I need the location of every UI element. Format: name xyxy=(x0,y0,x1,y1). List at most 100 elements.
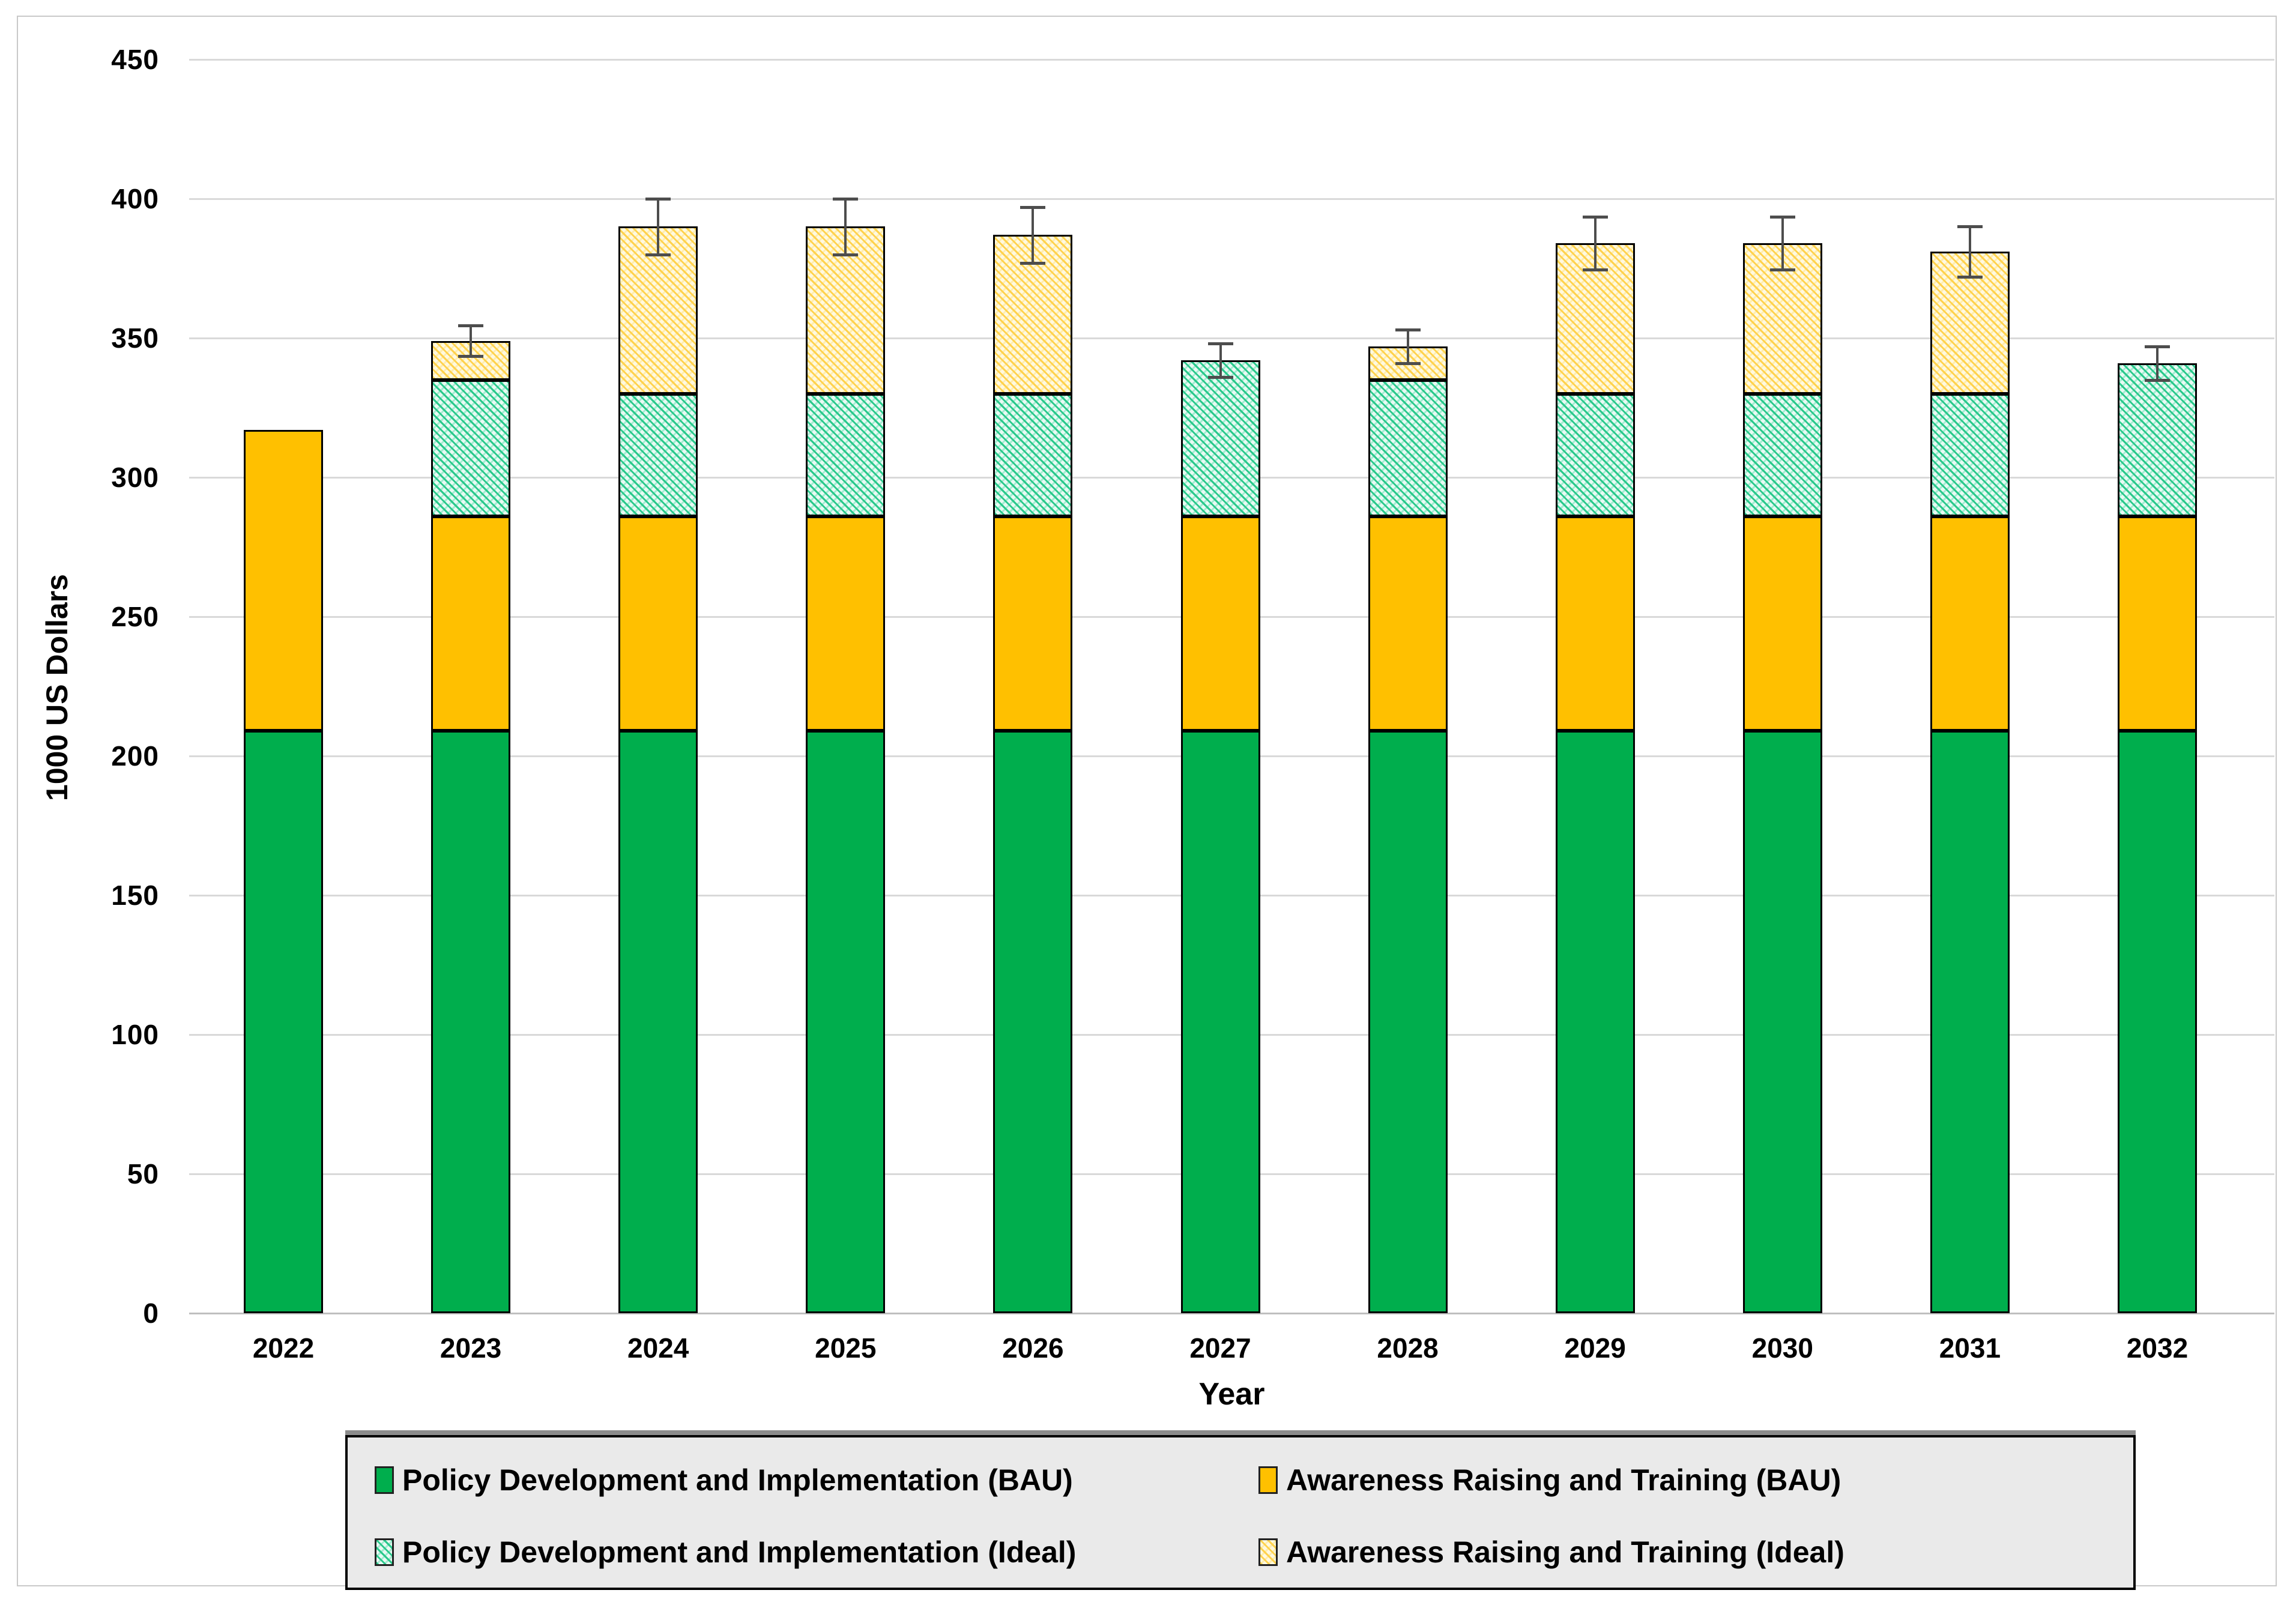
legend: Policy Development and Implementation (B… xyxy=(345,1435,2136,1590)
error-bar-2025 xyxy=(844,199,847,255)
error-cap-top-2028 xyxy=(1395,328,1421,332)
bar-2029-pdi-bau xyxy=(1555,731,1635,1313)
error-cap-top-2027 xyxy=(1207,342,1233,346)
error-cap-bottom-2027 xyxy=(1207,375,1233,379)
bar-2028-pdi-ideal xyxy=(1368,379,1448,516)
legend-swatch-art-bau xyxy=(1258,1466,1278,1494)
error-cap-top-2026 xyxy=(1020,205,1046,209)
error-bar-2029 xyxy=(1594,217,1597,270)
error-bar-2023 xyxy=(470,325,473,357)
error-cap-top-2029 xyxy=(1582,216,1608,219)
legend-label-pdi-bau: Policy Development and Implementation (B… xyxy=(402,1463,1073,1497)
error-cap-top-2030 xyxy=(1769,216,1795,219)
gridline-450 xyxy=(189,59,2274,61)
y-tick-label-350: 350 xyxy=(111,322,159,354)
bar-2027-pdi-ideal xyxy=(1180,360,1260,516)
bar-2031-art-bau xyxy=(1930,516,2010,731)
bar-2030-art-bau xyxy=(1742,516,1822,731)
x-label-2031: 2031 xyxy=(1939,1332,2001,1364)
legend-swatch-pdi-bau xyxy=(375,1466,394,1494)
x-label-2026: 2026 xyxy=(1002,1332,1064,1364)
y-tick-label-250: 250 xyxy=(111,601,159,632)
bar-2025-pdi-bau xyxy=(806,731,886,1313)
y-tick-label-0: 0 xyxy=(143,1298,159,1329)
error-bar-2030 xyxy=(1781,217,1784,270)
bar-2027-pdi-bau xyxy=(1180,731,1260,1313)
bar-2026-pdi-bau xyxy=(993,731,1073,1313)
bar-2029-art-bau xyxy=(1555,516,1635,731)
bar-2032-pdi-ideal xyxy=(2118,363,2197,516)
y-tick-label-150: 150 xyxy=(111,880,159,911)
x-label-2025: 2025 xyxy=(815,1332,877,1364)
x-label-2028: 2028 xyxy=(1377,1332,1439,1364)
error-cap-bottom-2032 xyxy=(2145,378,2170,382)
legend-item-art-bau: Awareness Raising and Training (BAU) xyxy=(1258,1459,1841,1501)
bar-2031-pdi-ideal xyxy=(1930,393,2010,516)
x-label-2032: 2032 xyxy=(2126,1332,2189,1364)
error-cap-top-2031 xyxy=(1957,225,1983,229)
y-tick-label-200: 200 xyxy=(111,740,159,772)
error-cap-bottom-2023 xyxy=(458,355,484,358)
bar-2024-pdi-bau xyxy=(618,731,698,1313)
x-label-2030: 2030 xyxy=(1751,1332,1813,1364)
bar-2025-art-bau xyxy=(806,516,886,731)
legend-item-pdi-ideal: Policy Development and Implementation (I… xyxy=(375,1531,1076,1573)
bar-2022-art-bau xyxy=(244,430,323,731)
bar-2030-pdi-ideal xyxy=(1742,393,1822,516)
legend-item-pdi-bau: Policy Development and Implementation (B… xyxy=(375,1459,1073,1501)
error-cap-bottom-2029 xyxy=(1582,268,1608,272)
error-bar-2032 xyxy=(2156,346,2159,380)
y-tick-label-100: 100 xyxy=(111,1019,159,1050)
error-cap-bottom-2028 xyxy=(1395,361,1421,365)
y-tick-label-450: 450 xyxy=(111,44,159,75)
x-label-2029: 2029 xyxy=(1564,1332,1626,1364)
bar-2023-art-bau xyxy=(431,516,511,731)
error-bar-2026 xyxy=(1032,207,1035,263)
bar-2024-art-bau xyxy=(618,516,698,731)
bar-2022-pdi-bau xyxy=(244,731,323,1313)
error-bar-2028 xyxy=(1406,330,1409,363)
bar-2028-pdi-bau xyxy=(1368,731,1448,1313)
bar-2028-art-bau xyxy=(1368,516,1448,731)
bar-2032-pdi-bau xyxy=(2118,731,2197,1313)
legend-label-art-bau: Awareness Raising and Training (BAU) xyxy=(1286,1463,1841,1497)
gridline-350 xyxy=(189,337,2274,339)
bar-2031-pdi-bau xyxy=(1930,731,2010,1313)
y-tick-label-300: 300 xyxy=(111,462,159,493)
bar-2027-art-bau xyxy=(1180,516,1260,731)
x-label-2024: 2024 xyxy=(627,1332,689,1364)
legend-swatch-art-ideal xyxy=(1258,1538,1278,1566)
x-label-2023: 2023 xyxy=(440,1332,502,1364)
bar-2024-pdi-ideal xyxy=(618,393,698,516)
bar-2023-pdi-ideal xyxy=(431,379,511,516)
gridline-400 xyxy=(189,198,2274,200)
x-label-2027: 2027 xyxy=(1189,1332,1251,1364)
error-cap-bottom-2025 xyxy=(833,253,859,256)
y-tick-label-400: 400 xyxy=(111,183,159,214)
bar-2023-pdi-bau xyxy=(431,731,511,1313)
error-bar-2031 xyxy=(1968,226,1971,277)
bar-2030-pdi-bau xyxy=(1742,731,1822,1313)
error-cap-top-2023 xyxy=(458,324,484,328)
legend-swatch-pdi-ideal xyxy=(375,1538,394,1566)
bar-2026-art-bau xyxy=(993,516,1073,731)
error-cap-bottom-2024 xyxy=(645,253,671,256)
bar-2032-art-bau xyxy=(2118,516,2197,731)
error-cap-bottom-2030 xyxy=(1769,268,1795,272)
x-axis-title: Year xyxy=(1198,1377,1265,1412)
bar-2029-pdi-ideal xyxy=(1555,393,1635,516)
legend-label-art-ideal: Awareness Raising and Training (Ideal) xyxy=(1286,1535,1844,1569)
x-axis-line xyxy=(189,1313,2274,1314)
bar-2025-pdi-ideal xyxy=(806,393,886,516)
legend-item-art-ideal: Awareness Raising and Training (Ideal) xyxy=(1258,1531,1844,1573)
legend-label-pdi-ideal: Policy Development and Implementation (I… xyxy=(402,1535,1077,1569)
error-bar-2027 xyxy=(1219,343,1222,377)
x-label-2022: 2022 xyxy=(252,1332,315,1364)
error-cap-bottom-2031 xyxy=(1957,275,1983,279)
y-tick-label-50: 50 xyxy=(127,1158,159,1189)
error-cap-top-2024 xyxy=(645,198,671,201)
error-bar-2024 xyxy=(657,199,660,255)
error-cap-bottom-2026 xyxy=(1020,261,1046,265)
